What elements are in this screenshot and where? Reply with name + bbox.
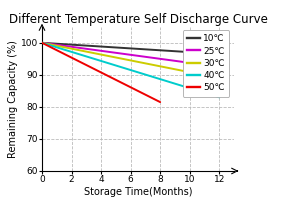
Title: Different Temperature Self Discharge Curve: Different Temperature Self Discharge Cur… — [9, 13, 267, 26]
X-axis label: Storage Time(Months): Storage Time(Months) — [84, 187, 192, 197]
Y-axis label: Remaining Capacity (%): Remaining Capacity (%) — [8, 40, 18, 158]
Legend: 10℃, 25℃, 30℃, 40℃, 50℃: 10℃, 25℃, 30℃, 40℃, 50℃ — [183, 30, 230, 97]
